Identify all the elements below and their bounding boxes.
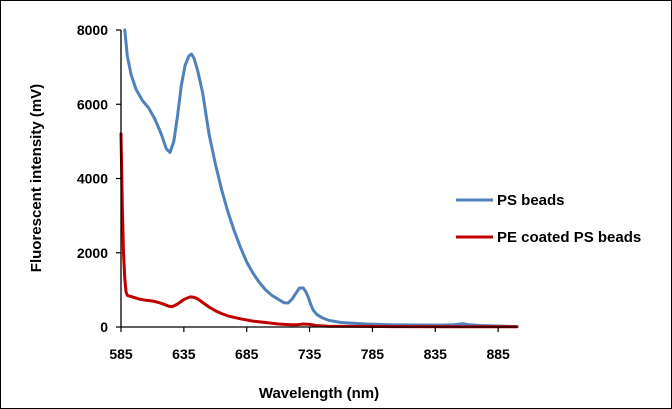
y-tick-label: 6000	[77, 96, 108, 112]
legend-label: PS beads	[497, 192, 565, 209]
x-tick-label: 635	[172, 346, 196, 362]
x-ticks: 585 635 685 735 785 835 885	[109, 327, 510, 362]
legend-label: PE coated PS beads	[497, 229, 641, 246]
x-axis-title: Wavelength (nm)	[259, 385, 379, 402]
x-tick-label: 585	[109, 346, 133, 362]
series-line-pe-coated-ps-beads	[119, 132, 519, 329]
x-tick-label: 685	[235, 346, 259, 362]
y-axis-title: Fluorescent intensity (mV)	[28, 84, 45, 272]
x-tick-label: 835	[424, 346, 448, 362]
axes	[120, 30, 517, 328]
x-tick-label: 785	[361, 346, 385, 362]
plot-lines	[119, 28, 519, 329]
y-tick-label: 2000	[77, 245, 108, 261]
y-ticks: 0 2000 4000 6000 8000	[77, 22, 121, 335]
legend: PS beads PE coated PS beads	[456, 192, 641, 246]
series-line-ps-beads	[123, 28, 519, 329]
x-tick-label: 885	[486, 346, 510, 362]
y-tick-label: 0	[100, 319, 108, 335]
y-tick-label: 4000	[77, 171, 108, 187]
y-tick-label: 8000	[77, 22, 108, 38]
x-tick-label: 735	[298, 346, 322, 362]
